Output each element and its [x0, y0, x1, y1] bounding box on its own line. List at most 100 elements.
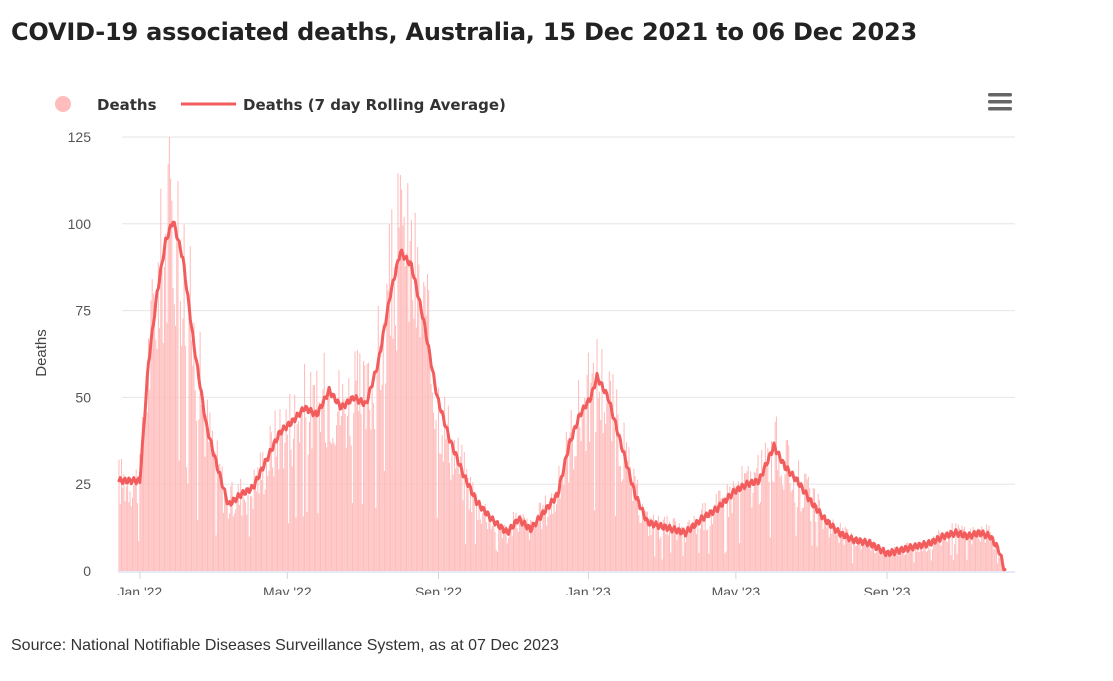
daily-deaths-bar — [397, 173, 399, 572]
daily-deaths-bar — [514, 522, 516, 571]
daily-deaths-bar — [782, 485, 784, 571]
daily-deaths-bar — [356, 350, 358, 571]
daily-deaths-bar — [280, 432, 282, 571]
daily-deaths-bar — [247, 494, 249, 571]
daily-deaths-bar — [242, 496, 244, 571]
legend-item-deaths[interactable]: Deaths — [55, 96, 157, 114]
daily-deaths-bar — [184, 345, 186, 571]
daily-deaths-bar — [864, 537, 866, 571]
daily-deaths-bar — [630, 482, 632, 571]
daily-deaths-bar — [871, 545, 873, 571]
daily-deaths-bar — [407, 183, 409, 571]
daily-deaths-bar — [359, 353, 361, 571]
daily-deaths-bars — [118, 137, 1005, 572]
daily-deaths-bar — [176, 237, 178, 571]
daily-deaths-bar — [614, 516, 616, 571]
daily-deaths-bar — [863, 540, 865, 571]
daily-deaths-bar — [495, 550, 497, 571]
daily-deaths-bar — [678, 523, 680, 571]
legend-item-rolling-average[interactable]: Deaths (7 day Rolling Average) — [181, 96, 506, 114]
daily-deaths-bar — [136, 503, 138, 571]
daily-deaths-bar — [286, 434, 288, 571]
daily-deaths-bar — [900, 550, 902, 571]
daily-deaths-bar — [788, 445, 790, 571]
daily-deaths-bar — [440, 453, 442, 571]
daily-deaths-bar — [621, 481, 623, 571]
daily-deaths-bar — [634, 476, 636, 571]
daily-deaths-bar — [729, 486, 731, 571]
daily-deaths-bar — [383, 471, 385, 571]
daily-deaths-bar — [199, 331, 201, 571]
daily-deaths-bar — [834, 534, 836, 571]
daily-deaths-bar — [366, 363, 368, 571]
daily-deaths-bar — [173, 304, 175, 571]
daily-deaths-bar — [490, 529, 492, 571]
daily-deaths-bar — [403, 216, 405, 572]
daily-deaths-bar — [192, 365, 194, 571]
daily-deaths-bar — [273, 476, 275, 571]
daily-deaths-bar — [208, 441, 210, 571]
daily-deaths-bar — [344, 413, 346, 571]
daily-deaths-bar — [595, 431, 597, 571]
daily-deaths-bar — [983, 529, 985, 571]
daily-deaths-bar — [284, 442, 286, 571]
daily-deaths-bar — [605, 423, 607, 571]
daily-deaths-bar — [134, 477, 136, 571]
daily-deaths-bar — [666, 515, 668, 571]
daily-deaths-bar — [600, 419, 602, 571]
daily-deaths-bar — [571, 437, 573, 571]
daily-deaths-bar — [752, 492, 754, 571]
daily-deaths-bar — [485, 522, 487, 571]
daily-deaths-bar — [563, 484, 565, 571]
daily-deaths-bar — [213, 453, 215, 571]
daily-deaths-bar — [360, 413, 362, 571]
daily-deaths-bar — [665, 534, 667, 571]
hamburger-menu-icon[interactable] — [984, 88, 1016, 116]
daily-deaths-bar — [354, 351, 356, 571]
daily-deaths-bar — [925, 552, 927, 571]
daily-deaths-bar — [243, 499, 245, 571]
daily-deaths-bar — [720, 498, 722, 571]
daily-deaths-bar — [519, 517, 521, 571]
daily-deaths-bar — [988, 525, 990, 571]
daily-deaths-bar — [531, 520, 533, 571]
daily-deaths-bar — [380, 390, 382, 571]
x-tick-label: Sep '23 — [864, 584, 911, 595]
daily-deaths-bar — [914, 545, 916, 571]
daily-deaths-bar — [198, 419, 200, 571]
daily-deaths-bar — [396, 350, 398, 571]
daily-deaths-bar — [249, 496, 251, 571]
daily-deaths-bar — [603, 412, 605, 571]
daily-deaths-bar — [947, 533, 949, 571]
daily-deaths-bar — [248, 536, 250, 571]
daily-deaths-bar — [984, 542, 986, 571]
daily-deaths-bar — [676, 540, 678, 571]
daily-deaths-bar — [587, 352, 589, 571]
daily-deaths-bar — [347, 415, 349, 571]
daily-deaths-bar — [560, 484, 562, 571]
daily-deaths-bar — [936, 542, 938, 571]
daily-deaths-bar — [263, 494, 265, 571]
daily-deaths-bar — [124, 501, 126, 571]
daily-deaths-bar — [748, 488, 750, 571]
daily-deaths-bar — [458, 474, 460, 571]
daily-deaths-bar — [998, 545, 1000, 571]
daily-deaths-bar — [853, 543, 855, 571]
daily-deaths-bar — [768, 482, 770, 571]
daily-deaths-bar — [469, 476, 471, 571]
daily-deaths-bar — [699, 528, 701, 571]
daily-deaths-bar — [130, 506, 132, 571]
daily-deaths-bar — [578, 380, 580, 571]
daily-deaths-bar — [865, 545, 867, 571]
daily-deaths-bar — [815, 521, 817, 571]
daily-deaths-bar — [675, 521, 677, 571]
daily-deaths-bar — [270, 432, 272, 571]
daily-deaths-bar — [256, 491, 258, 571]
daily-deaths-bar — [594, 510, 596, 571]
daily-deaths-bar — [580, 441, 582, 571]
daily-deaths-bar — [211, 430, 213, 571]
daily-deaths-bar — [214, 451, 216, 571]
daily-deaths-bar — [858, 543, 860, 571]
daily-deaths-bar — [575, 456, 577, 571]
daily-deaths-bar — [294, 394, 296, 571]
